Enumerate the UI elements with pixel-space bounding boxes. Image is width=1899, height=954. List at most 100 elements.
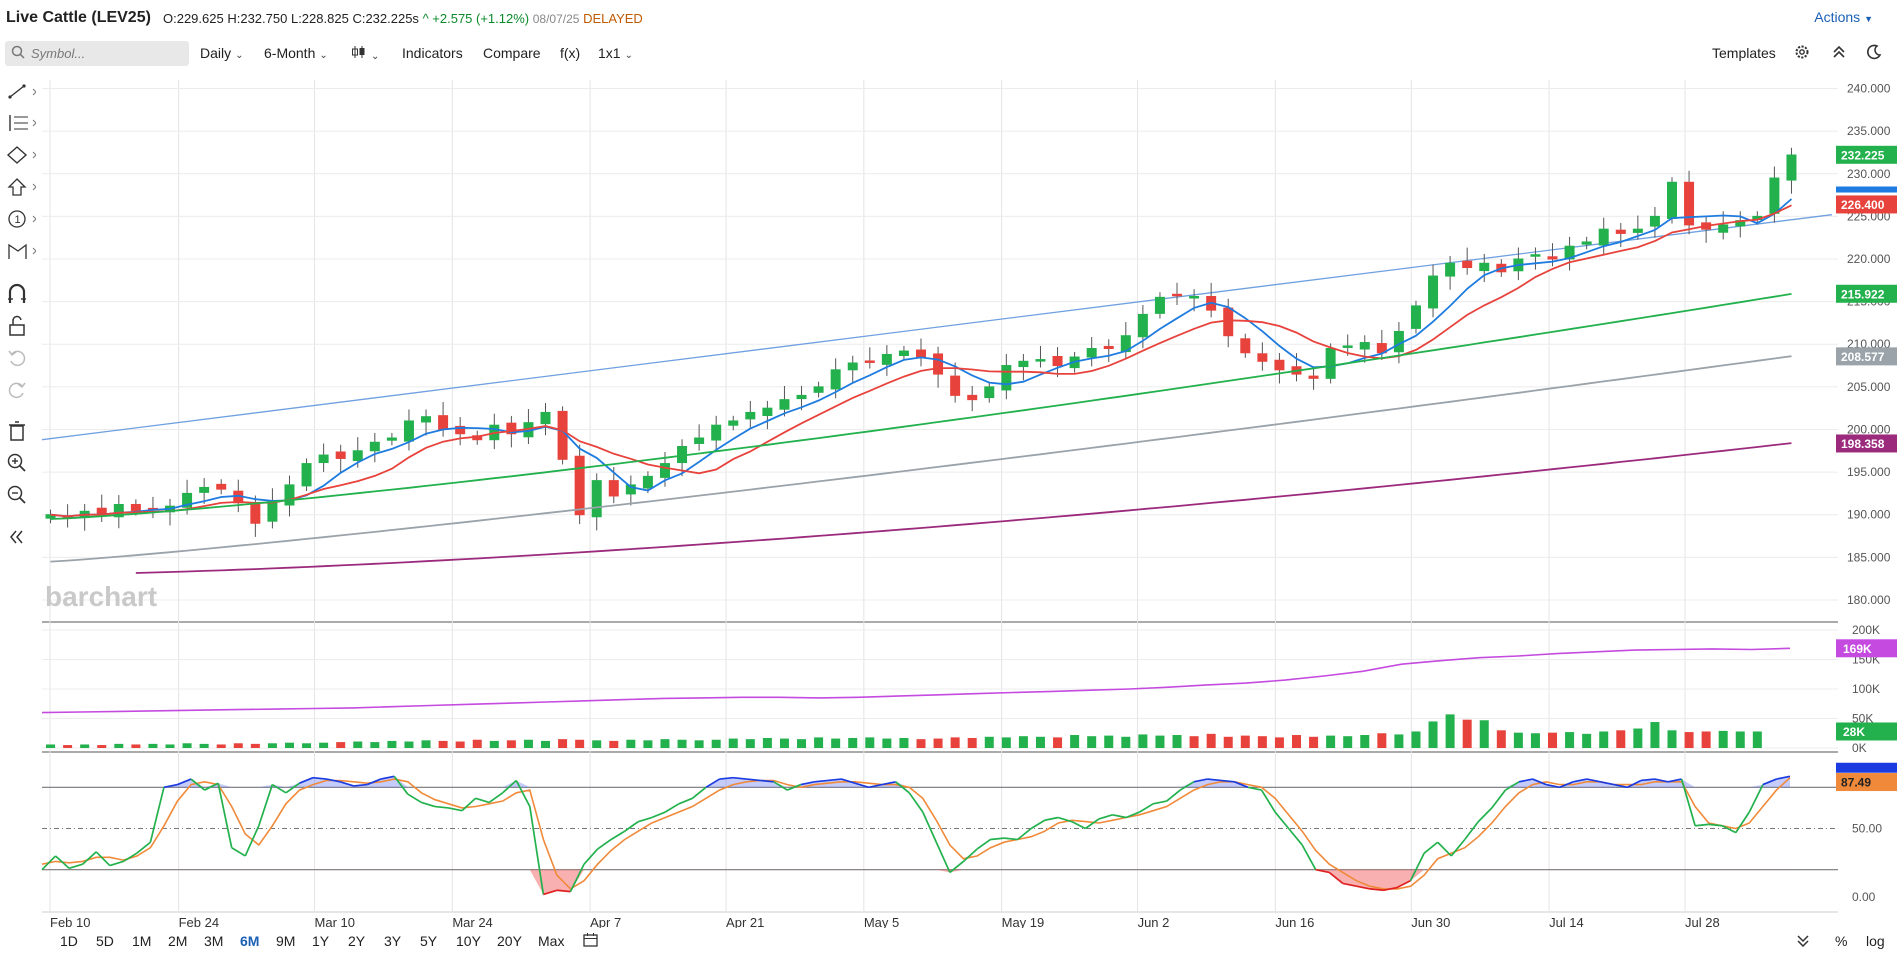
stoch-k-segment bbox=[556, 889, 571, 893]
volume-bar bbox=[1428, 721, 1438, 748]
redo-icon[interactable] bbox=[6, 379, 36, 403]
range-max[interactable]: Max bbox=[538, 933, 565, 949]
range-6m[interactable]: 6M bbox=[240, 933, 260, 949]
stoch-k-segment bbox=[651, 811, 666, 819]
candle-body bbox=[1786, 154, 1797, 181]
oi-tag bbox=[1836, 639, 1897, 658]
settings-gear-icon[interactable] bbox=[1794, 44, 1810, 63]
header-bar: Live Cattle (LEV25) O:229.625 H:232.750 … bbox=[0, 0, 1899, 36]
magnet-icon[interactable] bbox=[6, 283, 36, 307]
trash-icon[interactable] bbox=[6, 420, 36, 444]
volume-bar bbox=[1138, 734, 1148, 748]
stoch-k-segment bbox=[1112, 813, 1127, 819]
stoch-k-segment bbox=[1640, 778, 1655, 782]
compare-button[interactable]: Compare bbox=[483, 45, 541, 61]
volume-bar bbox=[319, 742, 329, 748]
candle-body bbox=[1666, 181, 1677, 219]
volume-bar bbox=[284, 742, 294, 748]
candle-body bbox=[1035, 359, 1046, 362]
stoch-k-segment bbox=[786, 783, 802, 791]
range-1m[interactable]: 1M bbox=[132, 933, 152, 949]
range-9m[interactable]: 9M bbox=[276, 933, 296, 949]
volume-tick-label: 100K bbox=[1852, 682, 1880, 696]
trendline-tool-icon[interactable] bbox=[6, 82, 37, 106]
candle-body bbox=[574, 455, 585, 516]
x-tick-label: Jun 2 bbox=[1138, 915, 1170, 928]
candle-body bbox=[1479, 262, 1490, 272]
candle-body bbox=[1410, 305, 1421, 329]
candle-body bbox=[1684, 181, 1695, 226]
expand-up-icon[interactable] bbox=[1832, 44, 1846, 63]
indicators-button[interactable]: Indicators bbox=[402, 45, 463, 61]
price-tag bbox=[1836, 347, 1897, 366]
stoch-k-segment bbox=[624, 820, 639, 832]
interval-select[interactable]: Daily ⌄ bbox=[200, 45, 244, 61]
stoch-k-segment bbox=[1559, 781, 1574, 789]
range-10y[interactable]: 10Y bbox=[456, 933, 481, 949]
range-2m[interactable]: 2M bbox=[168, 933, 188, 949]
stoch-k-segment bbox=[746, 778, 761, 782]
log-scale-toggle[interactable]: log bbox=[1866, 933, 1885, 949]
price-chart[interactable]: Feb 10 Feb 24 Mar 10 Mar 24 Apr 7 Apr 21 May 5… bbox=[0, 72, 1899, 928]
volume-bar bbox=[626, 739, 636, 748]
candle-body bbox=[540, 411, 551, 425]
stoch-k-segment bbox=[488, 792, 504, 804]
stoch-k-segment bbox=[149, 787, 165, 843]
range-3y[interactable]: 3Y bbox=[384, 933, 402, 949]
symbol-title[interactable]: Live Cattle (LEV25) bbox=[6, 9, 151, 26]
range-1d[interactable]: 1D bbox=[60, 933, 78, 949]
actions-button[interactable]: Actions ▼ bbox=[1814, 9, 1873, 25]
range-2y[interactable]: 2Y bbox=[348, 933, 366, 949]
volume-tag bbox=[1836, 722, 1897, 741]
candle-body bbox=[1137, 313, 1148, 338]
stoch-k-segment bbox=[1044, 816, 1059, 822]
stoch-k-segment bbox=[285, 782, 300, 794]
volume-bar bbox=[848, 737, 858, 748]
expand-down-icon[interactable] bbox=[1797, 933, 1809, 950]
stoch-k-segment bbox=[421, 801, 436, 808]
volume-bar bbox=[1479, 720, 1489, 748]
volume-bar bbox=[165, 744, 175, 748]
symbol-search-input[interactable]: Symbol... bbox=[5, 41, 189, 66]
stoch-k-segment bbox=[610, 830, 626, 841]
range-3m[interactable]: 3M bbox=[204, 933, 224, 949]
range-select[interactable]: 6-Month ⌄ bbox=[264, 45, 328, 61]
volume-bar bbox=[1445, 714, 1455, 748]
volume-bar bbox=[1121, 736, 1131, 748]
x-tick-label: Jul 14 bbox=[1549, 915, 1584, 928]
volume-bar bbox=[677, 739, 687, 748]
stoch-k-segment bbox=[569, 863, 585, 893]
range-5y[interactable]: 5Y bbox=[420, 933, 438, 949]
volume-bar bbox=[404, 741, 414, 748]
stoch-k-segment bbox=[1573, 778, 1587, 783]
templates-button[interactable]: Templates bbox=[1712, 45, 1776, 61]
collapse-icon[interactable] bbox=[6, 526, 36, 550]
zoom-out-icon[interactable] bbox=[6, 484, 36, 508]
dark-mode-moon-icon[interactable] bbox=[1866, 44, 1882, 63]
candle-body bbox=[1530, 254, 1541, 257]
stoch-k-segment bbox=[1762, 778, 1777, 786]
calendar-icon[interactable] bbox=[583, 932, 598, 950]
volume-bar bbox=[609, 740, 619, 748]
percent-scale-toggle[interactable]: % bbox=[1835, 933, 1848, 949]
chart-type-select[interactable]: ⌄ bbox=[351, 45, 379, 62]
volume-bar bbox=[1616, 730, 1626, 748]
stoch-overbought-fill bbox=[42, 776, 1790, 788]
volume-bar bbox=[336, 742, 346, 748]
undo-icon[interactable] bbox=[6, 347, 36, 371]
candle-body bbox=[1445, 262, 1456, 277]
volume-bar bbox=[1530, 733, 1540, 748]
stoch-k-segment bbox=[353, 783, 368, 787]
candle-body bbox=[796, 394, 807, 400]
stoch-d-line bbox=[41, 777, 1791, 890]
range-20y[interactable]: 20Y bbox=[497, 933, 522, 949]
function-button[interactable]: f(x) bbox=[560, 45, 581, 61]
zoom-in-icon[interactable] bbox=[6, 452, 36, 476]
layout-select[interactable]: 1x1 ⌄ bbox=[598, 45, 633, 61]
stoch-k-segment bbox=[1125, 811, 1140, 819]
range-1y[interactable]: 1Y bbox=[312, 933, 330, 949]
unlock-icon[interactable] bbox=[6, 315, 36, 339]
range-5d[interactable]: 5D bbox=[96, 933, 114, 949]
stoch-k-segment bbox=[41, 855, 57, 871]
volume-bar bbox=[1326, 735, 1336, 748]
